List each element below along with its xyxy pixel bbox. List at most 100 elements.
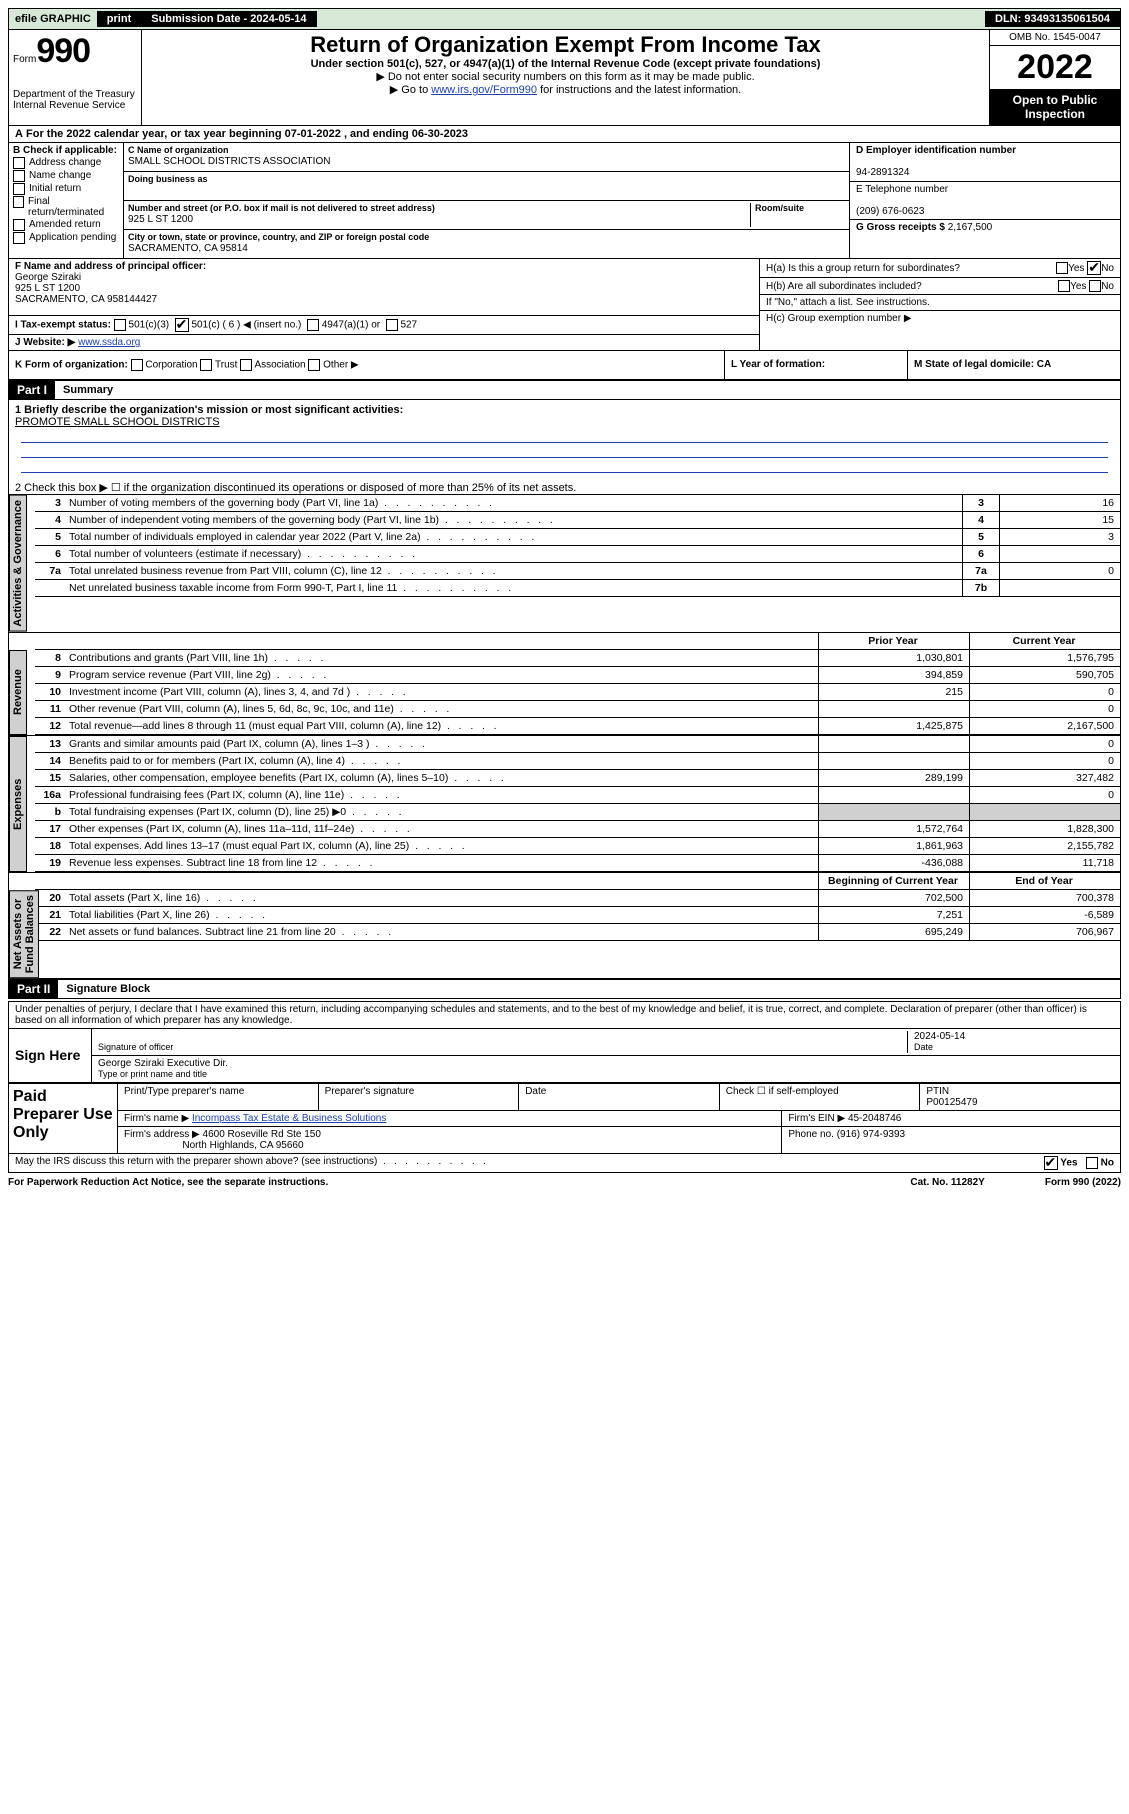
col-end: End of Year (970, 873, 1121, 890)
col-prior: Prior Year (819, 633, 970, 650)
part1-tag: Part I (9, 381, 55, 399)
footer-left: For Paperwork Reduction Act Notice, see … (8, 1177, 328, 1188)
firm-addr2: North Highlands, CA 95660 (182, 1140, 303, 1151)
subtitle-3: ▶ Go to www.irs.gov/Form990 for instruct… (146, 83, 985, 96)
footer: For Paperwork Reduction Act Notice, see … (8, 1177, 1121, 1188)
i-501c: 501(c) ( 6 ) ◀ (insert no.) (191, 320, 301, 331)
b-option: Address change (13, 157, 119, 169)
checked-icon (1044, 1156, 1058, 1170)
sig-date-label: Date (914, 1042, 933, 1052)
submission-date: Submission Date - 2024-05-14 (141, 11, 316, 27)
firm-addr-label: Firm's address ▶ (124, 1129, 200, 1140)
website-link[interactable]: www.ssda.org (78, 337, 140, 348)
checked-icon (1087, 261, 1101, 275)
ha-label: H(a) Is this a group return for subordin… (766, 263, 1056, 274)
k-corp: Corporation (145, 360, 197, 371)
ha-yes: Yes (1068, 263, 1084, 274)
preparer-name-label: Print/Type preparer's name (118, 1084, 319, 1110)
irs-link[interactable]: www.irs.gov/Form990 (431, 84, 537, 96)
b-option: Name change (13, 170, 119, 182)
ptin-value: P00125479 (926, 1097, 977, 1108)
hb-yes: Yes (1070, 281, 1086, 292)
na-header: . Beginning of Current Year End of Year (8, 873, 1121, 890)
gross-value: 2,167,500 (948, 222, 993, 233)
may-yes: Yes (1060, 1157, 1077, 1168)
ein-value: 94-2891324 (856, 167, 909, 178)
section-fhij: F Name and address of principal officer:… (8, 259, 1121, 351)
hb-note: If "No," attach a list. See instructions… (760, 295, 1120, 311)
tab-expenses: Expenses (9, 736, 27, 872)
checked-icon (175, 318, 189, 332)
part2-tag: Part II (9, 980, 58, 998)
may-no: No (1101, 1157, 1114, 1168)
c-name-label: C Name of organization (128, 145, 229, 155)
section-b: B Check if applicable: Address changeNam… (9, 143, 124, 258)
topbar: efile GRAPHIC print Submission Date - 20… (8, 8, 1121, 30)
col-current: Current Year (970, 633, 1121, 650)
table-row: 21Total liabilities (Part X, line 26)7,2… (35, 906, 1120, 923)
firm-ein-label: Firm's EIN ▶ (788, 1113, 845, 1124)
tab-activities: Activities & Governance (9, 495, 27, 632)
k-assoc: Association (254, 360, 305, 371)
tab-netassets: Net Assets or Fund Balances (9, 890, 39, 978)
table-row: 6Total number of volunteers (estimate if… (35, 546, 1120, 563)
phone-label: E Telephone number (856, 184, 948, 195)
ha-no: No (1101, 263, 1114, 274)
table-row: Net unrelated business taxable income fr… (35, 580, 1120, 597)
form-number-cell: Form990 Department of the Treasury Inter… (9, 30, 142, 125)
form-header: Form990 Department of the Treasury Inter… (8, 30, 1121, 126)
street-label: Number and street (or P.O. box if mail i… (128, 203, 435, 213)
b-option: Initial return (13, 183, 119, 195)
room-label: Room/suite (755, 203, 804, 213)
ptin-label: PTIN (926, 1086, 949, 1097)
hb-no: No (1101, 281, 1114, 292)
b-option: Application pending (13, 232, 119, 244)
line-a: A For the 2022 calendar year, or tax yea… (8, 126, 1121, 143)
declaration-text: Under penalties of perjury, I declare th… (9, 1002, 1120, 1029)
rev-grid: Revenue 8Contributions and grants (Part … (8, 650, 1121, 736)
goto-pre: ▶ Go to (390, 84, 431, 96)
section-c: C Name of organization SMALL SCHOOL DIST… (124, 143, 849, 258)
firm-phone-label: Phone no. (788, 1129, 834, 1140)
part1-header-row: Part I Summary (8, 380, 1121, 400)
sign-here-label: Sign Here (9, 1029, 92, 1082)
k-trust: Trust (215, 360, 237, 371)
firm-name-link[interactable]: Incompass Tax Estate & Business Solution… (192, 1113, 386, 1124)
summary-mission: 1 Briefly describe the organization's mi… (8, 400, 1121, 495)
table-row: 15Salaries, other compensation, employee… (35, 769, 1120, 786)
preparer-sig-label: Preparer's signature (319, 1084, 520, 1110)
subtitle-1: Under section 501(c), 527, or 4947(a)(1)… (146, 58, 985, 70)
na-grid: Net Assets or Fund Balances 20Total asse… (8, 890, 1121, 979)
firm-phone-value: (916) 974-9393 (837, 1129, 905, 1140)
hc-label: H(c) Group exemption number ▶ (760, 311, 1120, 326)
phone-value: (209) 676-0623 (856, 206, 924, 217)
hb-label: H(b) Are all subordinates included? (766, 281, 1058, 292)
table-row: 17Other expenses (Part IX, column (A), l… (35, 820, 1120, 837)
officer-addr2: SACRAMENTO, CA 958144427 (15, 294, 157, 305)
i-501c3: 501(c)(3) (129, 320, 170, 331)
table-row: 4Number of independent voting members of… (35, 512, 1120, 529)
j-label: J Website: ▶ (15, 337, 75, 348)
table-row: 22Net assets or fund balances. Subtract … (35, 923, 1120, 940)
right-column-deg: D Employer identification number 94-2891… (849, 143, 1120, 258)
print-button[interactable]: print (97, 11, 141, 27)
org-name: SMALL SCHOOL DISTRICTS ASSOCIATION (128, 156, 330, 167)
part2-title: Signature Block (58, 981, 158, 997)
rev-header: . Prior Year Current Year (8, 633, 1121, 650)
section-bcdeg: B Check if applicable: Address changeNam… (8, 143, 1121, 259)
b-option: Amended return (13, 219, 119, 231)
table-row: 10Investment income (Part VIII, column (… (35, 683, 1120, 700)
street-value: 925 L ST 1200 (128, 214, 193, 225)
line2-text: 2 Check this box ▶ ☐ if the organization… (15, 481, 1114, 494)
i-4947: 4947(a)(1) or (322, 320, 380, 331)
table-row: 16aProfessional fundraising fees (Part I… (35, 786, 1120, 803)
table-row: 3Number of voting members of the governi… (35, 495, 1120, 512)
self-employed-check: Check ☐ if self-employed (720, 1084, 921, 1110)
may-discuss-text: May the IRS discuss this return with the… (15, 1156, 377, 1170)
table-row: 5Total number of individuals employed in… (35, 529, 1120, 546)
may-discuss-row: May the IRS discuss this return with the… (8, 1154, 1121, 1173)
paid-preparer-block: Paid Preparer Use Only Print/Type prepar… (8, 1083, 1121, 1154)
efile-label: efile GRAPHIC (9, 11, 97, 27)
table-row: 19Revenue less expenses. Subtract line 1… (35, 854, 1120, 871)
table-row: 7aTotal unrelated business revenue from … (35, 563, 1120, 580)
